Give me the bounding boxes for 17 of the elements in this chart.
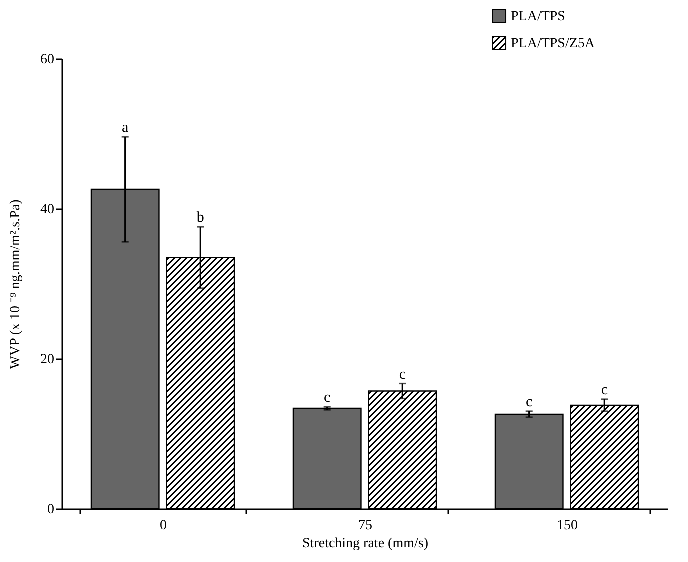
x-axis-title: Stretching rate (mm/s) xyxy=(302,536,429,552)
legend-label: PLA/TPS/Z5A xyxy=(511,36,596,52)
y-tick-label: 60 xyxy=(40,52,54,68)
x-tick-label: 150 xyxy=(557,518,578,534)
annotation: b xyxy=(196,210,204,226)
y-tick-label: 40 xyxy=(40,202,54,218)
x-tick-label: 75 xyxy=(358,518,372,534)
annotation: c xyxy=(399,366,406,383)
x-tick-label: 0 xyxy=(160,518,167,534)
y-tick-label: 20 xyxy=(40,352,54,368)
y-tick-label: 0 xyxy=(48,502,54,518)
legend-label: PLA/TPS xyxy=(511,10,566,24)
annotation: c xyxy=(526,394,534,410)
annotation: c xyxy=(324,390,332,406)
annotation: a xyxy=(122,120,130,136)
annotation: c xyxy=(601,382,608,398)
y-axis-title: WVP (x 10 ⁻⁹ ng.mm/m².s.Pa) xyxy=(8,199,24,370)
